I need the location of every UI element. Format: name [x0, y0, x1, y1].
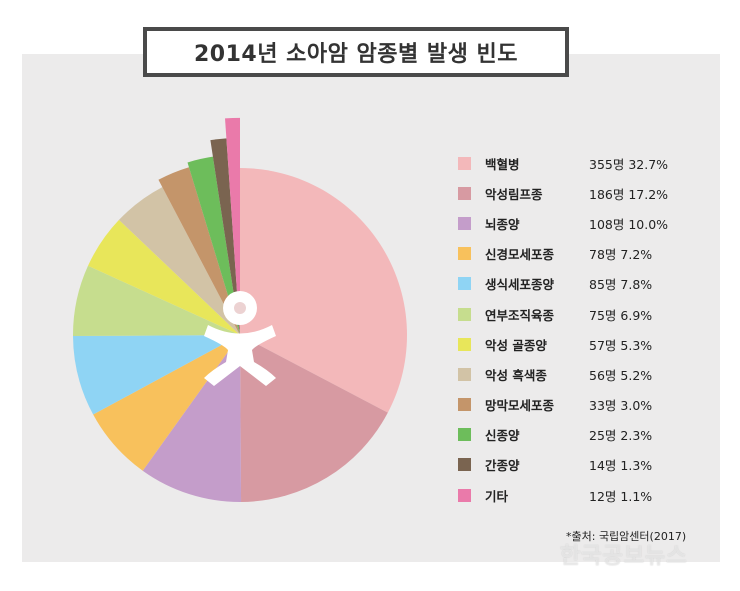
legend-value: 12명 1.1%	[589, 486, 652, 505]
legend-label: 악성 흑색종	[485, 367, 547, 383]
pie-slice-8	[118, 187, 240, 335]
legend-percent: 7.2%	[620, 247, 653, 263]
legend-count: 12명	[589, 488, 617, 504]
legend-value: 14명 1.3%	[589, 455, 652, 474]
legend-percent: 5.2%	[620, 367, 653, 383]
watermark: 한국공보뉴스	[560, 544, 688, 569]
legend-item: 망막모세포종 33명 3.0%	[458, 390, 698, 420]
legend-count: 85명	[589, 277, 617, 293]
legend-swatch	[458, 307, 471, 321]
legend-percent: 17.2%	[628, 186, 669, 202]
legend-percent: 10.0%	[628, 216, 669, 232]
pie-slice-5	[73, 335, 240, 415]
legend-percent: 1.3%	[620, 458, 653, 474]
legend-count: 78명	[589, 247, 617, 263]
legend-swatch	[458, 488, 471, 502]
legend-swatch	[458, 337, 471, 351]
legend-count: 33명	[589, 398, 617, 414]
legend-swatch	[458, 156, 471, 170]
legend-swatch	[458, 247, 471, 261]
child-body	[204, 325, 276, 386]
legend-label: 망막모세포종	[485, 398, 555, 414]
pie-slice-2	[240, 335, 388, 502]
legend-count: 57명	[589, 337, 617, 353]
legend-label: 생식세포종양	[485, 277, 555, 293]
legend-item: 생식세포종양 85명 7.8%	[458, 269, 698, 299]
legend-percent: 5.3%	[620, 337, 653, 353]
legend-percent: 7.8%	[620, 277, 653, 293]
legend-label: 간종양	[485, 458, 520, 474]
chart-title: 2014년 소아암 암종별 발생 빈도	[193, 42, 518, 67]
pie-slice-11	[210, 138, 240, 335]
pie-slice-1	[240, 168, 408, 413]
legend-value: 78명 7.2%	[589, 244, 652, 263]
legend-value: 85명 7.8%	[589, 274, 652, 293]
pie-slice-9	[158, 167, 240, 335]
legend-swatch	[458, 458, 471, 472]
child-figure-icon	[204, 291, 276, 386]
legend-value: 25명 2.3%	[589, 425, 652, 444]
legend-label: 신종양	[485, 428, 520, 444]
legend-item: 신경모세포종 78명 7.2%	[458, 239, 698, 269]
pie-slice-6	[72, 265, 240, 337]
legend-count: 355명	[589, 156, 625, 172]
legend-item: 신종양 25명 2.3%	[458, 420, 698, 450]
legend-count: 25명	[589, 428, 617, 444]
legend-count: 186명	[589, 186, 625, 202]
legend-count: 14명	[589, 458, 617, 474]
legend-percent: 2.3%	[620, 428, 653, 444]
legend-count: 56명	[589, 367, 617, 383]
pie-slice-12	[225, 117, 240, 336]
legend-value: 56명 5.2%	[589, 365, 652, 384]
legend-label: 신경모세포종	[485, 247, 555, 263]
legend-item: 간종양 14명 1.3%	[458, 450, 698, 480]
legend-swatch	[458, 428, 471, 442]
legend-percent: 3.0%	[620, 398, 653, 414]
child-face	[234, 302, 246, 314]
legend-item: 악성 흑색종 56명 5.2%	[458, 359, 698, 389]
legend-value: 355명 32.7%	[589, 154, 668, 173]
legend-label: 연부조직육종	[485, 307, 555, 323]
legend: 백혈병 355명 32.7% 악성림프종 186명 17.2% 뇌종양 108명 10.0…	[458, 148, 698, 510]
legend-item: 백혈병 355명 32.7%	[458, 148, 698, 178]
pie-slice-7	[88, 219, 241, 335]
legend-item: 악성림프종 186명 17.2%	[458, 178, 698, 208]
pie-slice-10	[187, 156, 240, 335]
legend-item: 악성 골종양 57명 5.3%	[458, 329, 698, 359]
legend-item: 뇌종양 108명 10.0%	[458, 208, 698, 238]
legend-swatch	[458, 216, 471, 230]
legend-percent: 1.1%	[620, 488, 653, 504]
legend-item: 기타 12명 1.1%	[458, 480, 698, 510]
legend-label: 악성 골종양	[485, 337, 547, 353]
legend-label: 백혈병	[485, 156, 520, 172]
legend-value: 57명 5.3%	[589, 335, 652, 354]
legend-label: 악성림프종	[485, 186, 543, 202]
legend-value: 75명 6.9%	[589, 305, 652, 324]
legend-swatch	[458, 398, 471, 412]
legend-count: 108명	[589, 216, 625, 232]
legend-value: 186명 17.2%	[589, 184, 668, 203]
legend-item: 연부조직육종 75명 6.9%	[458, 299, 698, 329]
pie-slice-4	[93, 335, 240, 471]
legend-value: 33명 3.0%	[589, 395, 652, 414]
legend-percent: 6.9%	[620, 307, 653, 323]
chart-title-box: 2014년 소아암 암종별 발생 빈도	[143, 27, 569, 77]
legend-swatch	[458, 277, 471, 291]
legend-count: 75명	[589, 307, 617, 323]
legend-percent: 32.7%	[628, 156, 669, 172]
legend-label: 뇌종양	[485, 216, 520, 232]
source-note: *출처: 국립암센터(2017)	[566, 530, 687, 543]
legend-value: 108명 10.0%	[589, 214, 668, 233]
legend-swatch	[458, 367, 471, 381]
legend-swatch	[458, 186, 471, 200]
legend-label: 기타	[485, 488, 509, 504]
